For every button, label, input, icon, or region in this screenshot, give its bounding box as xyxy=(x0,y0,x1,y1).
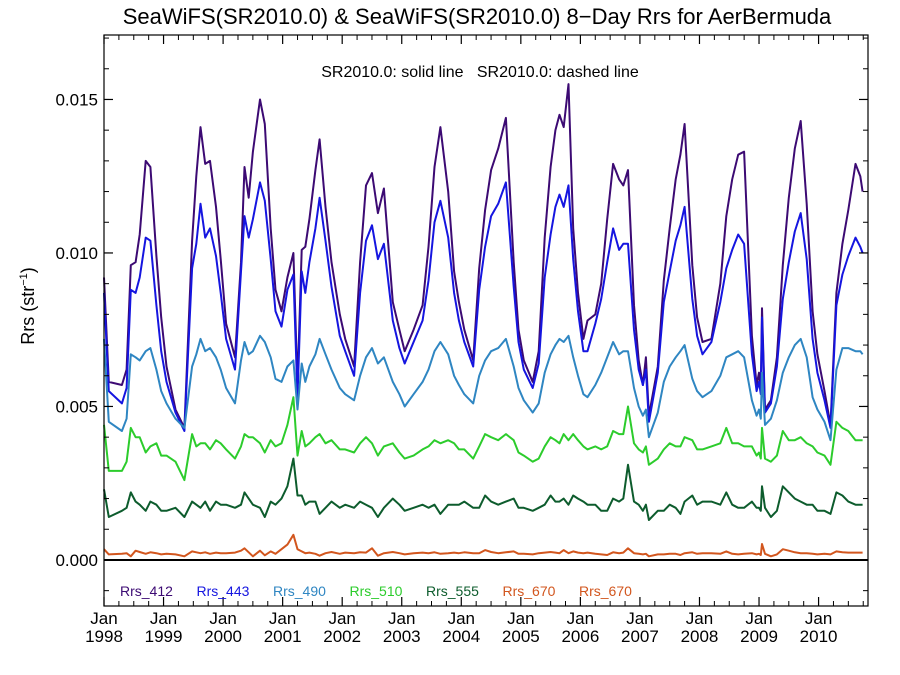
series-line-rrs-510 xyxy=(103,396,863,482)
series-line-rrs-443 xyxy=(103,181,864,432)
legend-item-rrs-670: Rrs_670 xyxy=(503,583,556,599)
x-tick-label-month: Jan xyxy=(90,609,117,628)
series-line-rrs-670 xyxy=(103,533,863,558)
x-tick-label-month: Jan xyxy=(209,609,236,628)
x-tick-label-month: Jan xyxy=(567,609,594,628)
y-tick-label: 0.010 xyxy=(55,244,98,263)
series-layer xyxy=(103,83,864,558)
x-tick-label-year: 1998 xyxy=(85,627,123,646)
x-tick-label-month: Jan xyxy=(269,609,296,628)
x-tick-label-year: 2002 xyxy=(323,627,361,646)
series-line-rrs-555 xyxy=(103,457,863,521)
y-tick-label: 0.015 xyxy=(55,90,98,109)
x-tick-label-month: Jan xyxy=(686,609,713,628)
legend-item-rrs-412: Rrs_412 xyxy=(120,583,173,599)
x-tick-label-month: Jan xyxy=(388,609,415,628)
legend-item-rrs-555: Rrs_555 xyxy=(426,583,479,599)
x-tick-label-year: 2010 xyxy=(800,627,838,646)
x-tick-label-year: 2004 xyxy=(442,627,480,646)
x-tick-label-year: 2000 xyxy=(204,627,242,646)
legend-item-rrs-670: Rrs_670 xyxy=(579,583,632,599)
x-tick-label-month: Jan xyxy=(745,609,772,628)
x-tick-label-month: Jan xyxy=(328,609,355,628)
y-axis-label-text: Rrs (str xyxy=(18,286,38,345)
x-tick-label-month: Jan xyxy=(626,609,653,628)
x-tick-label-month: Jan xyxy=(507,609,534,628)
legend-item-rrs-510: Rrs_510 xyxy=(350,583,403,599)
x-tick-label-year: 2008 xyxy=(681,627,719,646)
plot-frame xyxy=(103,34,869,607)
x-tick-label-month: Jan xyxy=(448,609,475,628)
x-tick-label-year: 2006 xyxy=(561,627,599,646)
x-tick-label-month: Jan xyxy=(805,609,832,628)
y-tick-label: 0.000 xyxy=(55,551,98,570)
x-tick-label-year: 1999 xyxy=(145,627,183,646)
x-tick-label-month: Jan xyxy=(150,609,177,628)
chart-title: SeaWiFS(SR2010.0) & SeaWiFS(SR2010.0) 8−… xyxy=(123,4,832,29)
y-tick-label: 0.005 xyxy=(55,397,98,416)
line-style-note: SR2010.0: solid line SR2010.0: dashed li… xyxy=(321,64,639,81)
x-tick-label-year: 2005 xyxy=(502,627,540,646)
x-tick-label-year: 2009 xyxy=(740,627,778,646)
x-tick-label-year: 2001 xyxy=(264,627,302,646)
legend: Rrs_412 Rrs_443 Rrs_490 Rrs_510 Rrs_555 Rrs_6… xyxy=(120,583,632,599)
axis-layer: 0.0000.0050.0100.015Jan1998Jan1999Jan200… xyxy=(55,35,868,646)
legend-item-rrs-490: Rrs_490 xyxy=(273,583,326,599)
x-tick-label-year: 2003 xyxy=(383,627,421,646)
y-axis-label: Rrs (str−1) xyxy=(18,267,38,345)
x-tick-label-year: 2007 xyxy=(621,627,659,646)
y-axis-label-sup: −1 xyxy=(18,273,30,286)
y-axis-label-close: ) xyxy=(18,267,38,273)
series-line-rrs-490 xyxy=(103,334,864,442)
legend-item-rrs-443: Rrs_443 xyxy=(197,583,250,599)
